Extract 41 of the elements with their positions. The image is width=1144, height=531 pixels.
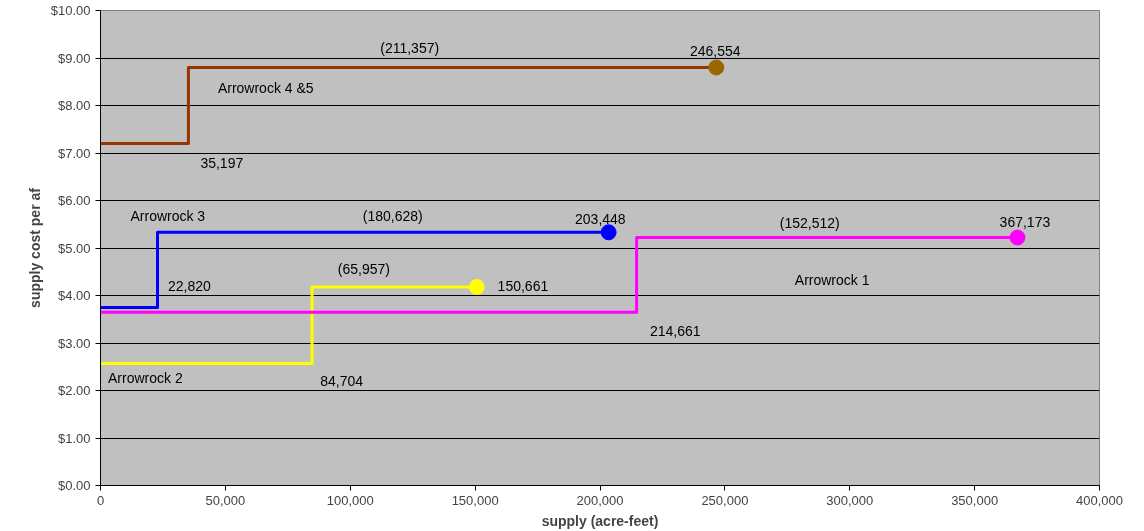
x-tick-label: 400,000 (1076, 492, 1123, 508)
y-tick-label: $7.00 (57, 145, 91, 161)
annotation: Arrowrock 3 (130, 208, 206, 225)
annotation: Arrowrock 1 (794, 272, 870, 289)
point (468, 278, 485, 295)
y-tick-label: $2.00 (57, 383, 91, 398)
annotation: 203,448 (575, 211, 626, 228)
annotation: 214,661 (649, 322, 701, 339)
y-tick-label: $10.00 (50, 3, 91, 18)
x-tick-label: 200,000 (576, 492, 624, 508)
y-tick-label: $8.00 (57, 98, 91, 113)
annotation: 150,661 (497, 277, 549, 294)
y-tick-label: $3.00 (57, 335, 91, 351)
x-tick-label: 50,000 (205, 492, 246, 508)
annotation: 84,704 (320, 372, 364, 389)
annotation: 22,820 (167, 277, 211, 294)
annotation: 367,173 (999, 213, 1051, 230)
x-tick-label: 350,000 (951, 492, 999, 508)
point (1009, 229, 1026, 246)
y-tick-label: $9.00 (57, 50, 91, 66)
x-axis-title: supply (acre-feet) (541, 512, 659, 529)
y-tick-label: $6.00 (57, 193, 91, 208)
annotation: Arrowrock 4 &5 (217, 80, 314, 96)
x-tick-label: 0 (96, 492, 105, 508)
x-tick-label: 250,000 (701, 492, 749, 508)
x-tick-label: 100,000 (326, 492, 374, 508)
x-tick-label: 300,000 (826, 492, 874, 508)
annotation: Arrowrock 2 (107, 369, 183, 386)
annotation: 246,554 (689, 42, 741, 59)
y-axis-title: supply cost per af (26, 187, 43, 308)
annotation: (211,357) (380, 39, 440, 56)
y-tick-label: $4.00 (57, 288, 91, 303)
x-tick-label: 150,000 (451, 492, 499, 508)
y-tick-label: $1.00 (57, 430, 91, 446)
annotation: (65,957) (337, 260, 390, 277)
annotation: (152,512) (779, 215, 840, 232)
y-tick-label: $0.00 (57, 478, 91, 493)
y-tick-label: $5.00 (57, 240, 91, 256)
annotation: 35,197 (200, 155, 244, 172)
point (708, 59, 725, 76)
annotation: (180,628) (362, 208, 423, 225)
